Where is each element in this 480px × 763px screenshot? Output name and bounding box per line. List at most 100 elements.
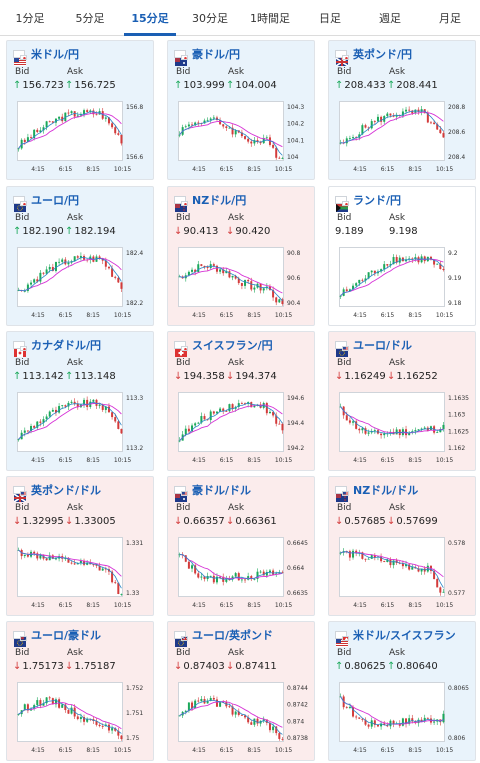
currency-pair-link[interactable]: ユーロ/英ポンド xyxy=(192,629,274,642)
currency-pair-link[interactable]: カナダドル/円 xyxy=(31,339,102,352)
tab-3[interactable]: 15分足 xyxy=(120,0,180,36)
rate-card[interactable]: 英ポンド/円 Bid Ask ↑208.433 ↑208.441 208.8 208.6 20… xyxy=(328,40,476,180)
currency-pair-link[interactable]: ユーロ/豪ドル xyxy=(31,629,102,642)
tab-7[interactable]: 週足 xyxy=(379,11,401,25)
candle-body xyxy=(215,576,218,583)
rate-card[interactable]: 米ドル/円 Bid Ask ↑156.723 ↑156.725 156.8 156.6 4:1… xyxy=(6,40,154,180)
rate-card[interactable]: 豪ドル/円 Bid Ask ↑103.999 ↑104.004 104.3 104.2 104… xyxy=(167,40,315,180)
currency-pair-link[interactable]: スイスフラン/円 xyxy=(192,339,273,352)
currency-flag-icon xyxy=(174,341,188,357)
currency-flag-icon xyxy=(174,50,188,66)
trend-arrow-icon: ↓ xyxy=(65,661,74,672)
moving-average-short xyxy=(18,256,122,292)
rate-card[interactable]: 英ポンド/ドル Bid Ask ↓1.32995 ↓1.33005 1.331 1.33 4:… xyxy=(6,476,154,616)
bid-value: ↓0.57685 xyxy=(335,516,386,527)
candle-body xyxy=(411,567,414,570)
chart-svg: 0.8744 0.8742 0.874 0.8738 4:15 6:15 8:15 10:15 xyxy=(178,682,308,754)
y-tick-label: 104.1 xyxy=(287,137,304,144)
currency-pair-link[interactable]: 豪ドル/円 xyxy=(192,48,241,61)
tab-1[interactable]: 1分足 xyxy=(15,11,45,25)
y-tick-label: 90.8 xyxy=(287,250,301,257)
candlestick-chart[interactable]: 156.8 156.6 4:15 6:15 8:15 10:15 xyxy=(13,97,149,175)
candle-body xyxy=(120,134,123,144)
candlestick-chart[interactable]: 0.578 0.577 4:15 6:15 8:15 10:15 xyxy=(335,533,471,611)
candle-body xyxy=(191,124,194,126)
candle-body xyxy=(45,558,48,561)
rate-card[interactable]: ユーロ/豪ドル Bid Ask ↓1.75173 ↓1.75187 1.752 1.751 1… xyxy=(6,621,154,761)
candle-body xyxy=(26,554,29,557)
rate-card[interactable]: ユーロ/ドル Bid Ask ↓1.16249 ↓1.16252 1.1635 1.163 1… xyxy=(328,331,476,471)
rate-card[interactable]: NZドル/ドル Bid Ask ↓0.57685 ↓0.57699 0.578 0.577 4… xyxy=(328,476,476,616)
currency-pair-link[interactable]: NZドル/ドル xyxy=(353,484,419,497)
tab-6[interactable]: 日足 xyxy=(319,11,341,25)
bid-value: ↓194.358 xyxy=(174,371,225,382)
candle-body xyxy=(345,138,348,144)
rate-card[interactable]: ユーロ/英ポンド Bid Ask ↓0.87403 ↓0.87411 0.8744 0.87… xyxy=(167,621,315,761)
candle-body xyxy=(405,564,408,567)
candle-body xyxy=(120,735,123,739)
candle-body xyxy=(417,429,420,431)
bid-price: 1.32995 xyxy=(22,516,64,527)
rate-card[interactable]: ユーロ/円 Bid Ask ↑182.190 ↑182.194 182.4 182.2 4:1… xyxy=(6,186,154,326)
ask-value: ↑182.194 xyxy=(65,226,116,237)
x-time-label: 10:15 xyxy=(114,602,131,609)
currency-pair-link[interactable]: ランド/円 xyxy=(353,194,402,207)
moving-average-short xyxy=(18,401,122,440)
candle-body xyxy=(67,262,70,265)
currency-pair-link[interactable]: NZドル/円 xyxy=(192,194,247,207)
candlestick-chart[interactable]: 9.2 9.19 9.18 4:15 6:15 8:15 10:15 xyxy=(335,243,471,321)
candlestick-chart[interactable]: 104.3 104.2 104.1 104 4:15 6:15 8:15 10:15 xyxy=(174,97,310,175)
candle-body xyxy=(17,714,20,715)
tab-2[interactable]: 5分足 xyxy=(75,11,105,25)
candlestick-chart[interactable]: 1.331 1.33 4:15 6:15 8:15 10:15 xyxy=(13,533,149,611)
candlestick-chart[interactable]: 182.4 182.2 4:15 6:15 8:15 10:15 xyxy=(13,243,149,321)
moving-average-short xyxy=(18,549,122,589)
candlestick-chart[interactable]: 113.3 113.2 4:15 6:15 8:15 10:15 xyxy=(13,388,149,466)
candlestick-chart[interactable]: 0.6645 0.664 0.6635 4:15 6:15 8:15 10:15 xyxy=(174,533,310,611)
candlestick-chart[interactable]: 208.8 208.6 208.4 4:15 6:15 8:15 10:15 xyxy=(335,97,471,175)
chart-svg: 1.1635 1.163 1.1625 1.162 4:15 6:15 8:15 10:15 xyxy=(339,392,469,464)
candlestick-chart[interactable]: 0.8744 0.8742 0.874 0.8738 4:15 6:15 8:15 10:15 xyxy=(174,678,310,756)
ask-label: Ask xyxy=(228,648,245,658)
tab-4[interactable]: 30分足 xyxy=(192,11,228,25)
candlestick-chart[interactable]: 90.8 90.6 90.4 4:15 6:15 8:15 10:15 xyxy=(174,243,310,321)
candle-body xyxy=(442,133,445,138)
candle-body xyxy=(64,558,67,560)
currency-pair-link[interactable]: 豪ドル/ドル xyxy=(192,484,252,497)
candle-body xyxy=(212,264,215,266)
plot-border xyxy=(339,101,445,161)
candlestick-chart[interactable]: 0.8065 0.806 4:15 6:15 8:15 10:15 xyxy=(335,678,471,756)
x-time-label: 10:15 xyxy=(275,747,292,754)
candle-body xyxy=(73,563,76,565)
rate-card[interactable]: 豪ドル/ドル Bid Ask ↓0.66357 ↓0.66361 0.6645 0.664 0… xyxy=(167,476,315,616)
candle-body xyxy=(281,299,284,304)
candlestick-chart[interactable]: 1.1635 1.163 1.1625 1.162 4:15 6:15 8:15 10:15 xyxy=(335,388,471,466)
candlestick-chart[interactable]: 1.752 1.751 1.75 4:15 6:15 8:15 10:15 xyxy=(13,678,149,756)
candle-body xyxy=(95,720,98,725)
rate-card[interactable]: 米ドル/スイスフラン Bid Ask ↑0.80625 ↑0.80640 0.8065 0.… xyxy=(328,621,476,761)
y-tick-label: 156.6 xyxy=(126,154,143,161)
y-tick-label: 182.2 xyxy=(126,300,143,307)
currency-pair-link[interactable]: 米ドル/スイスフラン xyxy=(353,629,456,642)
candle-body xyxy=(194,700,197,709)
card-header: 豪ドル/円 xyxy=(174,47,241,66)
rate-card[interactable]: スイスフラン/円 Bid Ask ↓194.358 ↓194.374 194.6 194.4… xyxy=(167,331,315,471)
ask-value: ↓194.374 xyxy=(226,371,277,382)
y-tick-label: 1.1625 xyxy=(448,428,469,435)
candle-body xyxy=(442,591,445,593)
rate-card[interactable]: ランド/円 Bid Ask 9.189 9.198 9.2 9.19 9.18 4:15 6:15… xyxy=(328,186,476,326)
tab-5[interactable]: 1時間足 xyxy=(250,11,290,25)
rate-card[interactable]: カナダドル/円 Bid Ask ↑113.142 ↑113.148 113.3 113.2 4… xyxy=(6,331,154,471)
candle-body xyxy=(244,136,247,139)
currency-pair-link[interactable]: ユーロ/円 xyxy=(31,194,80,207)
candle-body xyxy=(58,116,61,119)
currency-pair-link[interactable]: 米ドル/円 xyxy=(31,48,80,61)
rate-card[interactable]: NZドル/円 Bid Ask ↓90.413 ↓90.420 90.8 90.6 90.4 4:… xyxy=(167,186,315,326)
currency-pair-link[interactable]: 英ポンド/ドル xyxy=(31,484,102,497)
currency-pair-link[interactable]: ユーロ/ドル xyxy=(353,339,413,352)
candle-body xyxy=(417,568,420,572)
currency-pair-link[interactable]: 英ポンド/円 xyxy=(353,48,413,61)
tab-8[interactable]: 月足 xyxy=(439,11,461,25)
currency-flag-icon xyxy=(13,341,27,357)
candlestick-chart[interactable]: 194.6 194.4 194.2 4:15 6:15 8:15 10:15 xyxy=(174,388,310,466)
